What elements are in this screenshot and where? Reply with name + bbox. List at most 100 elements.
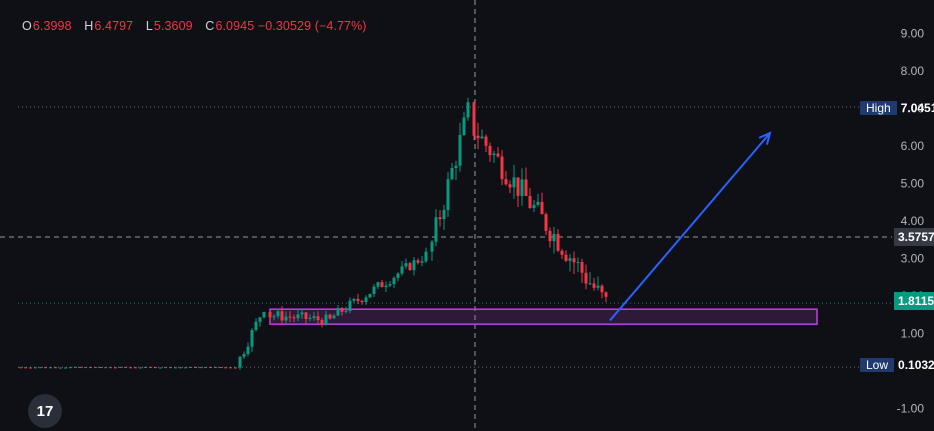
high-price-tag: High 7.0451: [860, 99, 934, 117]
high-price-value: 7.0451: [900, 101, 934, 115]
candle-body: [484, 136, 488, 146]
tradingview-logo-icon[interactable]: 17: [28, 394, 62, 428]
candle-body: [300, 312, 304, 315]
y-tick-label: -1.00: [897, 402, 925, 416]
candle-body: [292, 317, 296, 319]
y-tick-label: 8.00: [901, 64, 925, 78]
candle-body: [372, 286, 376, 294]
candle-body: [572, 258, 576, 263]
low-key: L: [145, 19, 153, 33]
candle-body: [204, 367, 207, 369]
candle-body: [308, 318, 312, 320]
candle-body: [246, 346, 250, 355]
candle-body: [392, 277, 396, 285]
candle-body: [408, 263, 412, 271]
low-price-tag: Low 0.1032: [860, 356, 934, 374]
candle-body: [94, 366, 97, 368]
candle-body: [144, 366, 147, 368]
crosshair-price-tag: 3.5757: [894, 228, 934, 246]
candle-body: [288, 316, 292, 318]
candle-body: [544, 214, 548, 231]
candle-body: [320, 320, 324, 325]
candle-body: [74, 366, 77, 368]
candle-body: [380, 282, 384, 288]
candle-body: [19, 367, 22, 369]
candle-body: [280, 311, 284, 321]
candle-body: [64, 367, 67, 369]
crosshair-price-value: 3.5757: [898, 230, 934, 244]
candle-body: [159, 367, 162, 369]
candle-body: [532, 204, 536, 209]
candle-body: [352, 298, 356, 301]
candle-body: [134, 367, 137, 369]
candle-body: [600, 285, 604, 293]
candle-body: [316, 316, 320, 321]
candle-body: [604, 292, 608, 297]
candle-body: [59, 367, 62, 369]
candle-body: [332, 315, 336, 319]
candle-body: [268, 312, 272, 318]
candle-body: [472, 102, 476, 136]
candle-body: [199, 367, 202, 369]
candle-body: [336, 308, 340, 316]
candle-body: [446, 179, 450, 211]
candle-body: [340, 308, 344, 312]
candle-body: [124, 366, 127, 368]
candle-body: [219, 367, 222, 369]
candle-body: [508, 184, 512, 188]
candle-body: [442, 210, 446, 220]
candle-body: [438, 217, 442, 220]
low-label: Low: [860, 358, 895, 372]
low-value: 5.3609: [153, 19, 193, 33]
projection-arrow-head: [758, 131, 772, 145]
candle-body: [154, 367, 157, 369]
candle-body: [69, 367, 72, 369]
open-value: 6.3998: [32, 19, 72, 33]
candle-body: [54, 367, 57, 369]
candle-body: [29, 367, 32, 369]
candle-body: [520, 179, 524, 196]
candle-body: [416, 260, 420, 263]
candle-body: [596, 285, 600, 288]
candle-body: [258, 317, 262, 322]
candle-body: [524, 179, 528, 196]
candle-body: [466, 102, 470, 118]
candle-body: [139, 367, 142, 369]
candle-body: [209, 367, 212, 369]
candle-body: [179, 367, 182, 369]
candle-body: [84, 367, 87, 369]
candle-body: [296, 314, 300, 319]
candle-body: [568, 258, 572, 261]
candle-body: [492, 153, 496, 156]
y-tick-label: 5.00: [901, 177, 925, 191]
candle-body: [238, 356, 242, 368]
candle-body: [194, 366, 197, 368]
y-tick-label: 7.00: [901, 102, 925, 116]
candle-body: [129, 367, 132, 369]
candle-body: [44, 367, 47, 369]
candle-body: [376, 282, 380, 287]
candle-body: [254, 321, 258, 331]
candle-body: [434, 217, 438, 242]
candle-body: [39, 367, 42, 369]
candle-body: [500, 156, 504, 180]
y-tick-label: 4.00: [901, 214, 925, 228]
candle-body: [242, 354, 246, 357]
candle-body: [169, 367, 172, 369]
candle-body: [89, 367, 92, 369]
candle-body: [364, 297, 368, 302]
candle-body: [576, 262, 580, 264]
candle-body: [588, 283, 592, 285]
candle-body: [412, 260, 416, 271]
candle-body: [480, 136, 484, 139]
high-value: 6.4797: [94, 19, 134, 33]
last-price-tag: 1.8115: [894, 292, 934, 310]
candle-body: [496, 153, 500, 157]
candle-body: [396, 273, 400, 278]
candle-body: [360, 300, 364, 302]
candle-body: [184, 367, 187, 369]
candle-body: [384, 285, 388, 288]
candle-body: [189, 366, 192, 368]
high-key: H: [84, 19, 94, 33]
